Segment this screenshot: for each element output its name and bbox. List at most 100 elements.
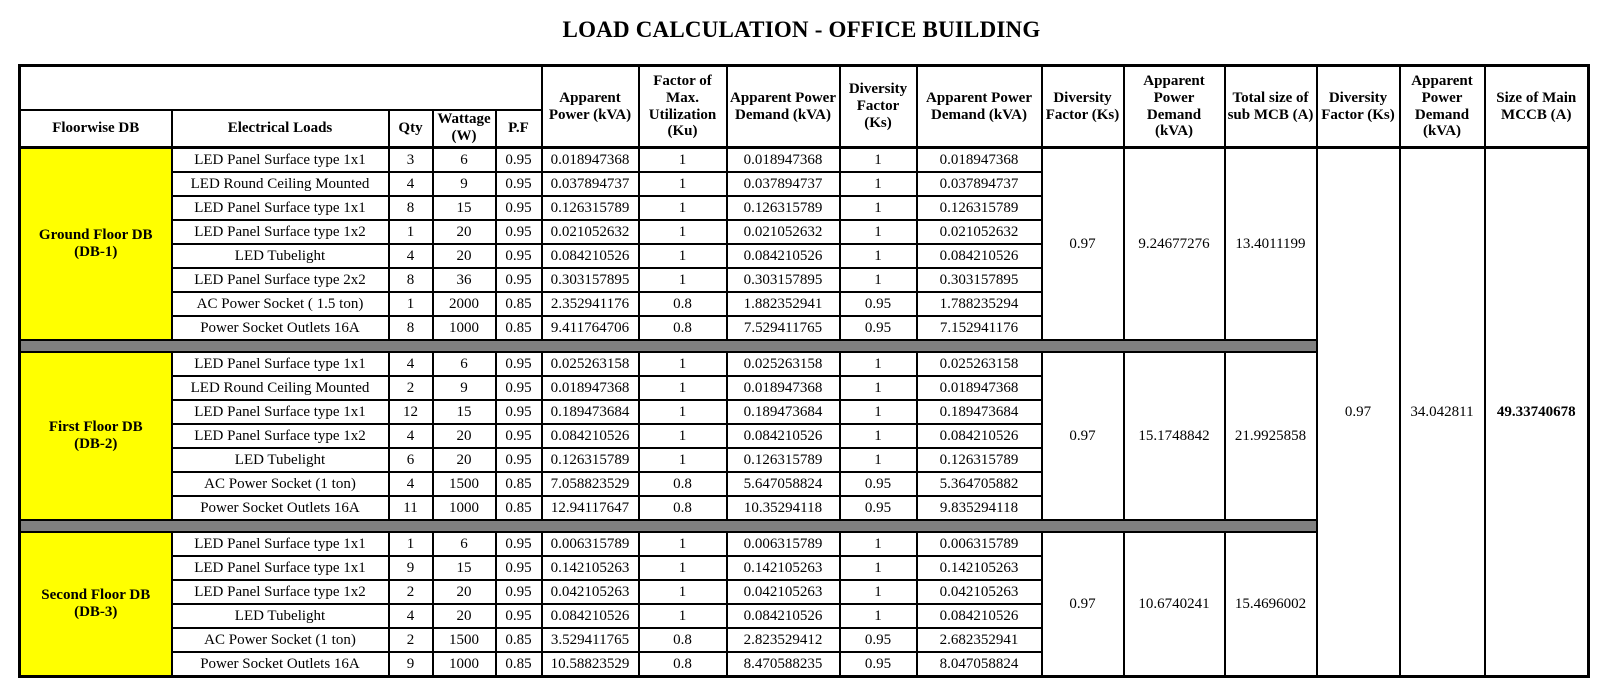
apparent-power-cell: 3.529411765	[540, 627, 640, 653]
header-electrical-loads: Electrical Loads	[170, 108, 390, 149]
pf-cell: 0.85	[494, 291, 543, 317]
apparent-power-demand-ks-cell: 0.142105263	[915, 555, 1043, 581]
pf-cell: 0.85	[494, 315, 543, 341]
header-wattage: Wattage (W)	[431, 108, 497, 149]
header-apparent-power: Apparent Power (kVA)	[540, 64, 640, 149]
apparent-power-cell: 0.025263158	[540, 351, 640, 377]
header-floor-apparent-power-demand: Apparent Power Demand (kVA)	[1122, 64, 1226, 149]
wattage-cell: 20	[431, 603, 497, 629]
ks-factor-cell: 0.95	[838, 291, 918, 317]
apparent-power-cell: 9.411764706	[540, 315, 640, 341]
floorwise-db-cell: Second Floor DB (DB-3)	[18, 531, 173, 678]
pf-cell: 0.85	[494, 471, 543, 497]
pf-cell: 0.95	[494, 447, 543, 473]
header-sub-mcb-size: Total size of sub MCB (A)	[1223, 64, 1318, 149]
wattage-cell: 1000	[431, 495, 497, 521]
wattage-cell: 6	[431, 351, 497, 377]
ks-factor-cell: 1	[838, 267, 918, 293]
apparent-power-cell: 0.126315789	[540, 195, 640, 221]
floorwise-db-cell: First Floor DB (DB-2)	[18, 351, 173, 521]
apparent-power-demand-cell: 2.823529412	[725, 627, 841, 653]
apparent-power-demand-ks-cell: 1.788235294	[915, 291, 1043, 317]
apparent-power-demand-ks-cell: 0.189473684	[915, 399, 1043, 425]
main-mccb-size-cell: 49.33740678	[1483, 146, 1590, 678]
load-row: LED Panel Surface type 1x2 2 20 0.95 0.04210…	[20, 579, 1589, 605]
floor-name: First Floor DB	[48, 419, 143, 436]
ku-factor-cell: 1	[637, 267, 728, 293]
ks-factor-cell: 1	[838, 351, 918, 377]
header-total-apparent-power-demand: Apparent Power Demand (kVA)	[1398, 64, 1486, 149]
apparent-power-demand-ks-cell: 0.084210526	[915, 423, 1043, 449]
load-name-cell: LED Tubelight	[170, 243, 390, 269]
load-name-cell: LED Tubelight	[170, 447, 390, 473]
load-name-cell: LED Round Ceiling Mounted	[170, 171, 390, 197]
wattage-cell: 1000	[431, 651, 497, 678]
load-name-cell: LED Panel Surface type 1x1	[170, 555, 390, 581]
qty-cell: 4	[387, 471, 434, 497]
load-name-cell: LED Panel Surface type 1x1	[170, 399, 390, 425]
apparent-power-demand-cell: 0.084210526	[725, 243, 841, 269]
floor-code: (DB-3)	[74, 604, 118, 620]
apparent-power-demand-cell: 0.303157895	[725, 267, 841, 293]
load-row: LED Panel Surface type 2x2 8 36 0.95 0.30315…	[20, 267, 1589, 293]
qty-cell: 9	[387, 555, 434, 581]
ku-factor-cell: 1	[637, 351, 728, 377]
ks-factor-cell: 1	[838, 579, 918, 605]
qty-cell: 4	[387, 351, 434, 377]
qty-cell: 2	[387, 579, 434, 605]
ku-factor-cell: 1	[637, 555, 728, 581]
qty-cell: 8	[387, 195, 434, 221]
load-name-cell: AC Power Socket (1 ton)	[170, 627, 390, 653]
apparent-power-demand-ks-cell: 0.025263158	[915, 351, 1043, 377]
apparent-power-cell: 0.303157895	[540, 267, 640, 293]
qty-cell: 11	[387, 495, 434, 521]
pf-cell: 0.85	[494, 495, 543, 521]
ku-factor-cell: 1	[637, 375, 728, 401]
header-diversity-factor-3: Diversity Factor (Ks)	[1315, 64, 1401, 149]
qty-cell: 4	[387, 423, 434, 449]
floor-apparent-power-demand-cell: 15.1748842	[1122, 351, 1226, 521]
qty-cell: 9	[387, 651, 434, 678]
header-apparent-power-demand-ks: Apparent Power Demand (kVA)	[915, 64, 1043, 149]
pf-cell: 0.95	[494, 375, 543, 401]
apparent-power-cell: 0.018947368	[540, 146, 640, 173]
floorwise-db-cell: Ground Floor DB (DB-1)	[18, 146, 173, 341]
ks-factor-cell: 1	[838, 447, 918, 473]
wattage-cell: 15	[431, 555, 497, 581]
pf-cell: 0.95	[494, 603, 543, 629]
floor-separator-band	[18, 519, 1318, 533]
load-row: LED Tubelight 6 20 0.95 0.126315789 1 0.126315…	[20, 447, 1589, 473]
apparent-power-demand-cell: 7.529411765	[725, 315, 841, 341]
load-row: Second Floor DB (DB-3) LED Panel Surface t…	[18, 531, 1589, 678]
pf-cell: 0.95	[494, 399, 543, 425]
load-name-cell: AC Power Socket ( 1.5 ton)	[170, 291, 390, 317]
wattage-cell: 20	[431, 579, 497, 605]
ku-factor-cell: 1	[637, 603, 728, 629]
load-name-cell: LED Panel Surface type 1x2	[170, 423, 390, 449]
ku-factor-cell: 0.8	[637, 315, 728, 341]
load-name-cell: LED Panel Surface type 1x2	[170, 219, 390, 245]
ks-factor-cell: 1	[838, 423, 918, 449]
apparent-power-demand-ks-cell: 0.126315789	[915, 195, 1043, 221]
floor-sub-mcb-size-cell: 15.4696002	[1223, 531, 1318, 678]
floor-diversity-factor-cell: 0.97	[1040, 531, 1125, 678]
wattage-cell: 6	[431, 146, 497, 173]
ks-factor-cell: 1	[838, 171, 918, 197]
apparent-power-demand-cell: 0.021052632	[725, 219, 841, 245]
apparent-power-cell: 0.189473684	[540, 399, 640, 425]
apparent-power-cell: 0.042105263	[540, 579, 640, 605]
load-row: LED Tubelight 4 20 0.95 0.084210526 1 0.084210…	[20, 243, 1589, 269]
load-name-cell: Power Socket Outlets 16A	[170, 315, 390, 341]
apparent-power-demand-ks-cell: 9.835294118	[915, 495, 1043, 521]
header-ku-factor: Factor of Max. Utilization (Ku)	[637, 64, 728, 149]
ks-factor-cell: 0.95	[838, 495, 918, 521]
pf-cell: 0.95	[494, 555, 543, 581]
apparent-power-cell: 0.037894737	[540, 171, 640, 197]
load-row: LED Panel Surface type 1x1 12 15 0.95 0.1894…	[20, 399, 1589, 425]
wattage-cell: 1500	[431, 471, 497, 497]
apparent-power-demand-cell: 0.037894737	[725, 171, 841, 197]
apparent-power-demand-ks-cell: 0.006315789	[915, 531, 1043, 557]
ku-factor-cell: 0.8	[637, 291, 728, 317]
floor-separator-band	[18, 339, 1318, 353]
